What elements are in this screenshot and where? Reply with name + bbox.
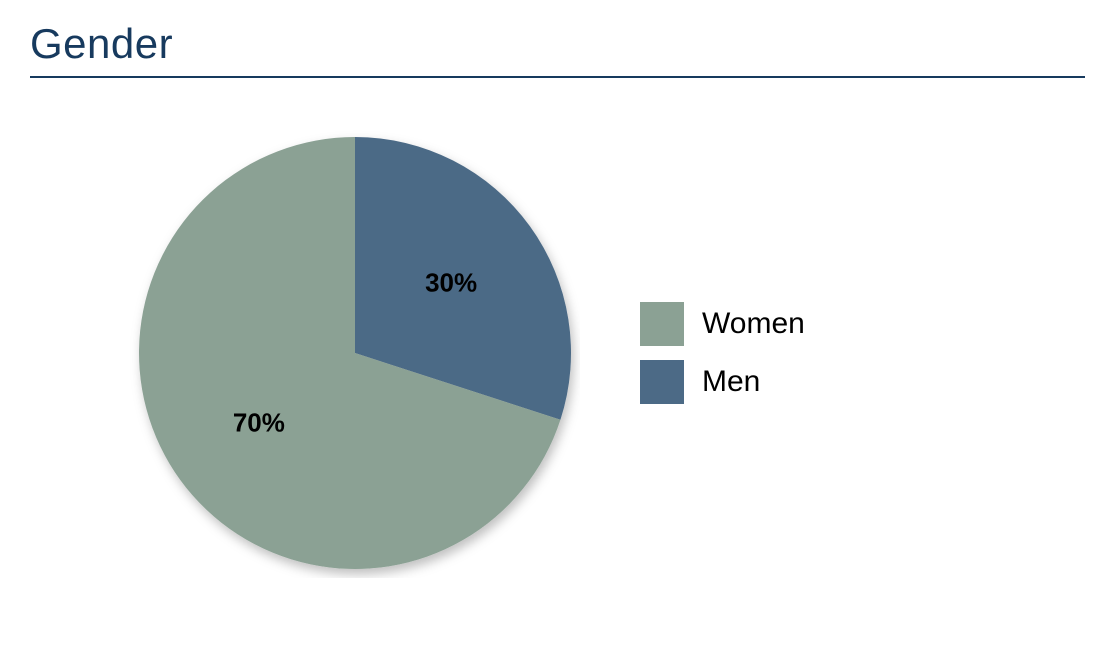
legend-label-men: Men — [702, 365, 760, 399]
pie-svg — [130, 128, 580, 578]
legend-swatch-women — [640, 302, 684, 346]
slice-label-women: 70% — [233, 407, 285, 438]
chart-area: 30% 70% Women Men — [0, 78, 1115, 578]
legend-item-men: Men — [640, 360, 805, 404]
chart-title: Gender — [30, 20, 1085, 68]
legend: Women Men — [640, 302, 805, 404]
slice-label-men: 30% — [425, 268, 477, 299]
legend-item-women: Women — [640, 302, 805, 346]
legend-label-women: Women — [702, 307, 805, 341]
pie-group — [139, 137, 571, 569]
legend-swatch-men — [640, 360, 684, 404]
title-section: Gender — [0, 0, 1115, 78]
pie-chart: 30% 70% — [130, 128, 580, 578]
